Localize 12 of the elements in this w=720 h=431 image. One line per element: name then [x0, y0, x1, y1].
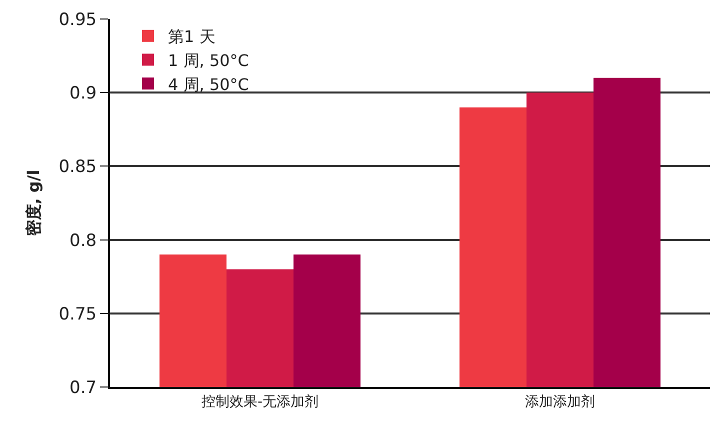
y-tick-label: 0.75 — [58, 304, 97, 324]
y-tick-label: 0.7 — [70, 378, 97, 398]
x-tick-label: 控制效果-无添加剂 — [201, 394, 319, 410]
legend-label: 1 周, 50°C — [168, 50, 249, 70]
y-tick-label: 0.95 — [58, 10, 97, 30]
y-tick-label: 0.9 — [70, 84, 97, 104]
legend-label: 4 周, 50°C — [168, 74, 249, 94]
legend-label: 第1 天 — [168, 27, 216, 46]
x-tick-label: 添加添加剂 — [525, 394, 595, 410]
y-tick-label: 0.85 — [58, 157, 97, 178]
y-tick-label: 0.8 — [70, 230, 97, 251]
y-axis-title: 密度, g/l — [24, 170, 44, 236]
